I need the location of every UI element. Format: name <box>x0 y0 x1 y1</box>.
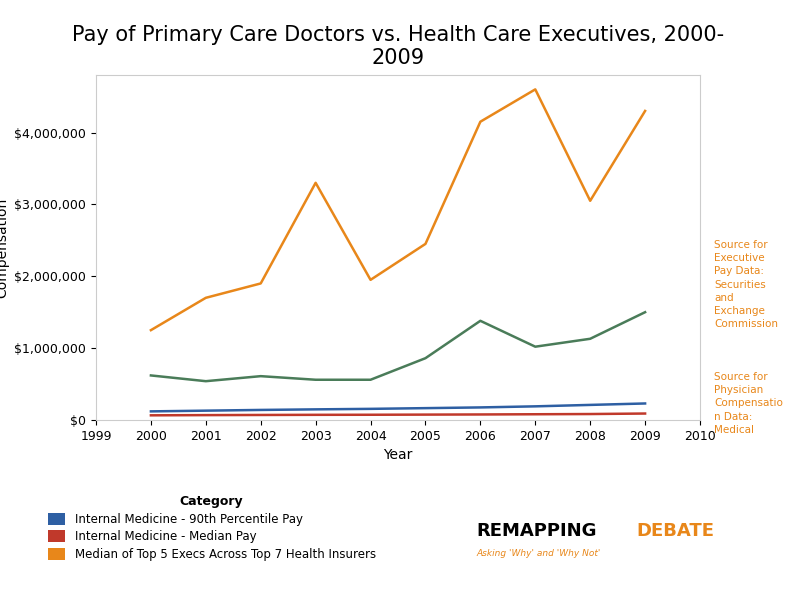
Text: Source for
Executive
Pay Data:
Securities
and
Exchange
Commission: Source for Executive Pay Data: Securitie… <box>714 240 778 329</box>
Y-axis label: Compensation: Compensation <box>0 197 9 298</box>
Text: REMAPPING: REMAPPING <box>476 522 597 540</box>
Text: DEBATE: DEBATE <box>636 522 714 540</box>
X-axis label: Year: Year <box>383 448 413 462</box>
Text: Source for
Physician
Compensatio
n Data:
Medical: Source for Physician Compensatio n Data:… <box>714 372 783 435</box>
Title: Pay of Primary Care Doctors vs. Health Care Executives, 2000-
2009: Pay of Primary Care Doctors vs. Health C… <box>72 25 724 68</box>
Text: Asking 'Why' and 'Why Not': Asking 'Why' and 'Why Not' <box>476 548 600 558</box>
Legend: Internal Medicine - 90th Percentile Pay, Internal Medicine - Median Pay, Median : Internal Medicine - 90th Percentile Pay,… <box>47 495 376 561</box>
